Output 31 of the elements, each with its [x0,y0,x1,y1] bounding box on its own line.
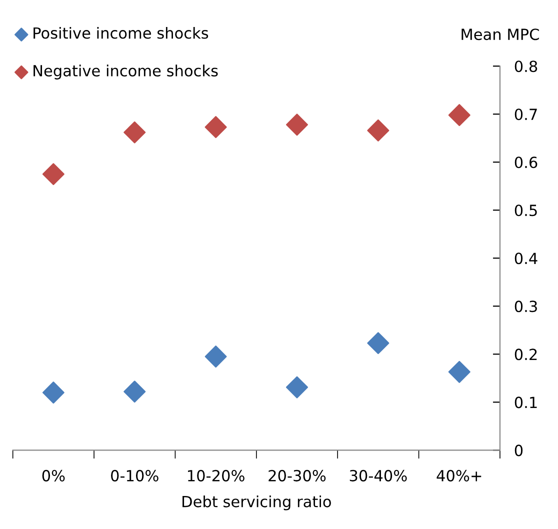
y-tick-label: 0.2 [514,348,537,360]
point [448,360,470,383]
x-axis-title: Debt servicing ratio [182,496,331,510]
point [204,116,227,138]
point [204,346,227,368]
y-tick-label: 0.7 [514,108,537,120]
x-tick-label: 0-10% [111,470,158,482]
legend-label: Positive income shocks [34,26,208,39]
y-tick-label: 0.5 [514,204,537,216]
legend-label: Negative income shocks [34,64,218,80]
y-tick-label: 0.4 [514,252,538,264]
point [448,104,470,126]
point [42,382,64,404]
x-tick-label: 10-20% [188,470,244,482]
point [124,121,146,144]
x-tick-label: 0% [42,470,65,482]
point [124,380,146,403]
y-tick-label: 0.3 [514,300,537,312]
x-tick-label: 20-30% [268,470,326,482]
y-tick-label: 0.6 [514,156,538,168]
x-tick-label: 40%+ [436,470,482,482]
point [367,119,390,142]
point [367,332,390,354]
y-axis-title: Mean MPC [462,28,539,40]
point [286,376,308,398]
point [42,163,64,186]
y-tick-label: 0 [514,444,523,456]
y-tick-label: 0.8 [514,60,538,72]
point [286,114,308,136]
y-tick-label: 0.1 [514,396,537,408]
x-tick-label: 30-40% [350,470,407,482]
